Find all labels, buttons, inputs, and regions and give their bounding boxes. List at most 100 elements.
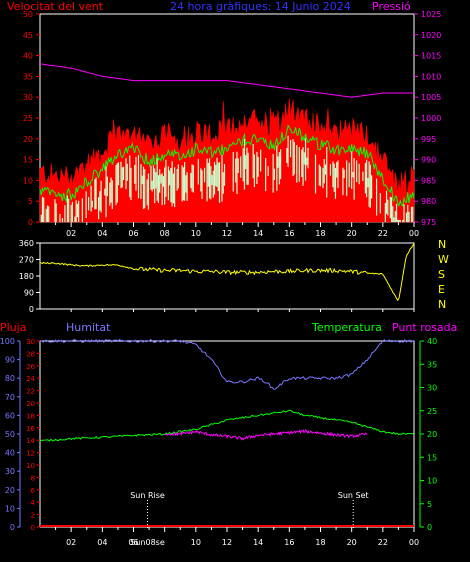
pressure-ytick-label: 1020 bbox=[421, 31, 441, 40]
wind-xtick-label: 02 bbox=[66, 229, 76, 238]
pressure-ytick-label: 1000 bbox=[421, 114, 441, 123]
climate-xtick-label: 22 bbox=[378, 538, 388, 547]
wind-xtick-label: 12 bbox=[222, 229, 232, 238]
wind-ytick-label: 10 bbox=[23, 176, 33, 185]
pressure-ytick-label: 1005 bbox=[421, 93, 441, 102]
climate-xtick-label: 00 bbox=[409, 538, 419, 547]
rain-label: Pluja bbox=[0, 321, 26, 334]
humidity-ytick-label: 10 bbox=[5, 504, 15, 513]
pressure-ytick-label: 990 bbox=[421, 156, 436, 165]
rain-ytick-label: 18 bbox=[26, 412, 35, 420]
direction-ytick-label: 270 bbox=[19, 256, 34, 265]
pressure-line bbox=[39, 63, 414, 98]
temperature-ytick-label: 30 bbox=[427, 384, 437, 393]
wind-xtick-label: 22 bbox=[378, 229, 388, 238]
wind-ytick-label: 50 bbox=[23, 10, 33, 19]
temperature-line bbox=[39, 409, 415, 442]
humidity-ytick-label: 20 bbox=[5, 486, 15, 495]
direction-ytick-label: 360 bbox=[19, 239, 34, 248]
climate-xtick-label: 04 bbox=[97, 538, 107, 547]
chart-title: 24 hora gràfiques: 14 Junio 2024 bbox=[170, 0, 351, 13]
temperature-ytick-label: 0 bbox=[427, 523, 432, 532]
wind-xtick-label: 00 bbox=[409, 229, 419, 238]
rain-ytick-label: 10 bbox=[26, 462, 35, 470]
wind-xtick-label: 08 bbox=[160, 229, 170, 238]
temperature-ytick-label: 15 bbox=[427, 453, 437, 462]
temperature-ytick-label: 40 bbox=[427, 337, 437, 346]
temperature-ytick-label: 35 bbox=[427, 360, 437, 369]
pressure-ytick-label: 980 bbox=[421, 197, 436, 206]
humidity-ytick-label: 30 bbox=[5, 467, 15, 476]
wind-average-line bbox=[39, 123, 415, 207]
humidity-ytick-label: 70 bbox=[5, 393, 15, 402]
sunset-label: Sun Set bbox=[338, 491, 369, 500]
rain-ytick-label: 16 bbox=[26, 425, 35, 433]
compass-label: S bbox=[438, 268, 445, 281]
temperature-label: Temperatura bbox=[311, 321, 382, 334]
rain-ytick-label: 20 bbox=[26, 400, 35, 408]
rain-ytick-label: 28 bbox=[26, 350, 35, 358]
temperature-ytick-label: 10 bbox=[427, 477, 437, 486]
temperature-ytick-label: 20 bbox=[427, 430, 437, 439]
wind-ytick-label: 45 bbox=[23, 31, 33, 40]
wind-xtick-label: 16 bbox=[284, 229, 294, 238]
pressure-label: Pressió bbox=[372, 0, 411, 13]
climate-xtick-label: 12 bbox=[222, 538, 232, 547]
climate-xtick-label: 06 bbox=[128, 538, 138, 547]
rain-ytick-label: 8 bbox=[31, 474, 35, 482]
wind-ytick-label: 15 bbox=[23, 156, 33, 165]
compass-label: N bbox=[438, 298, 446, 311]
wind-speed-label: Velocitat del vent bbox=[7, 0, 104, 13]
climate-xtick-label: 02 bbox=[66, 538, 76, 547]
wind-ytick-label: 0 bbox=[28, 218, 33, 227]
compass-label: W bbox=[438, 253, 449, 266]
compass-label: E bbox=[438, 283, 445, 296]
dewpoint-line bbox=[164, 429, 368, 441]
humidity-line bbox=[39, 338, 415, 390]
wind-xtick-label: 14 bbox=[253, 229, 263, 238]
rain-ytick-label: 26 bbox=[26, 363, 35, 371]
humidity-ytick-label: 50 bbox=[5, 430, 15, 439]
climate-xtick-label: 18 bbox=[315, 538, 325, 547]
humidity-ytick-label: 0 bbox=[10, 523, 15, 532]
climate-xtick-label: 14 bbox=[253, 538, 263, 547]
rain-ytick-label: 22 bbox=[26, 388, 35, 396]
humidity-ytick-label: 100 bbox=[0, 337, 15, 346]
direction-ytick-label: 0 bbox=[29, 305, 34, 314]
rain-ytick-label: 4 bbox=[31, 499, 36, 507]
rain-ytick-label: 6 bbox=[31, 487, 36, 495]
temperature-ytick-label: 25 bbox=[427, 407, 437, 416]
wind-ytick-label: 35 bbox=[23, 72, 33, 81]
rain-ytick-label: 0 bbox=[31, 524, 35, 532]
wind-ytick-label: 20 bbox=[23, 135, 33, 144]
climate-xtick-label: 20 bbox=[347, 538, 357, 547]
wind-chart: 0510152025303540455097598098599099510001… bbox=[23, 10, 442, 238]
climate-chart: 0102030405060708090100024681012141618202… bbox=[0, 337, 437, 547]
humidity-ytick-label: 80 bbox=[5, 374, 15, 383]
humidity-ytick-label: 90 bbox=[5, 356, 15, 365]
rain-ytick-label: 30 bbox=[26, 338, 35, 346]
wind-xtick-label: 10 bbox=[191, 229, 201, 238]
climate-xtick-label: 10 bbox=[191, 538, 201, 547]
wind-direction-line bbox=[39, 243, 415, 302]
pressure-ytick-label: 975 bbox=[421, 218, 436, 227]
climate-xtick-label: 16 bbox=[284, 538, 294, 547]
pressure-ytick-label: 1025 bbox=[421, 10, 441, 19]
humidity-ytick-label: 40 bbox=[5, 449, 15, 458]
pressure-ytick-label: 995 bbox=[421, 135, 436, 144]
dewpoint-label: Punt rosada bbox=[392, 321, 457, 334]
humidity-label: Humitat bbox=[66, 321, 111, 334]
rain-ytick-label: 14 bbox=[26, 437, 35, 445]
wind-xtick-label: 18 bbox=[315, 229, 325, 238]
wind-xtick-label: 20 bbox=[347, 229, 357, 238]
sunrise-label: Sun Rise bbox=[130, 491, 165, 500]
pressure-ytick-label: 1010 bbox=[421, 72, 441, 81]
pressure-ytick-label: 985 bbox=[421, 176, 436, 185]
wind-ytick-label: 5 bbox=[28, 197, 33, 206]
wind-ytick-label: 30 bbox=[23, 93, 33, 102]
rain-ytick-label: 2 bbox=[31, 512, 35, 520]
wind-xtick-label: 04 bbox=[97, 229, 107, 238]
direction-ytick-label: 180 bbox=[19, 272, 34, 281]
